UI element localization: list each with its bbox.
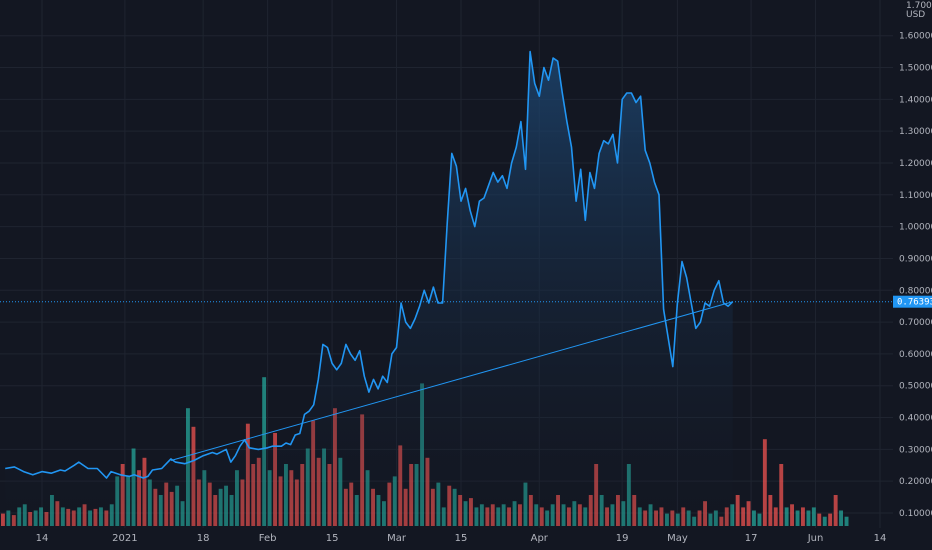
volume-bar (844, 516, 849, 526)
volume-bar (1, 513, 5, 526)
volume-bar (833, 495, 838, 526)
x-tick-label: Feb (259, 533, 277, 544)
volume-bar (773, 507, 778, 526)
x-tick-label: Jun (807, 533, 824, 544)
volume-bar (746, 501, 751, 526)
x-tick-label: 15 (455, 533, 468, 544)
y-tick-label: 0.10000 (899, 509, 932, 519)
trend-line[interactable] (170, 301, 733, 461)
y-tick-label: 1.10000 (899, 191, 932, 201)
x-tick-label: Apr (531, 533, 549, 544)
volume-bar (741, 507, 746, 526)
y-axis-currency-label: USD (906, 10, 925, 20)
x-tick-label: 14 (874, 533, 887, 544)
price-area-fill (5, 51, 733, 528)
x-tick-label: 19 (616, 533, 629, 544)
x-tick-label: Mar (387, 533, 407, 544)
x-tick-label: 15 (326, 533, 339, 544)
x-tick-label: 14 (36, 533, 49, 544)
trend-line-segment[interactable] (170, 301, 733, 461)
x-tick-label: May (667, 533, 688, 544)
x-tick-label: 18 (197, 533, 210, 544)
volume-bar (752, 510, 756, 526)
x-axis[interactable]: 14 2021 18 Feb 15 Mar 15 Apr 19 May 17 Jun 14 (36, 533, 887, 544)
volume-bar (779, 464, 784, 526)
volume-bar (762, 439, 767, 526)
x-tick-label: 17 (745, 533, 758, 544)
volume-bar (757, 513, 762, 526)
volume-bar (806, 510, 811, 526)
volume-bar (768, 495, 773, 526)
volume-bar (817, 513, 822, 526)
volume-bar (735, 495, 740, 526)
current-price-tag-bg (893, 295, 932, 308)
volume-bar (811, 507, 816, 526)
volume-bar (839, 510, 843, 526)
volume-bar (801, 507, 805, 526)
x-tick-label: 2021 (112, 533, 137, 544)
volume-bar (790, 504, 794, 526)
volume-bar (828, 513, 833, 526)
price-area (5, 50, 734, 528)
volume-bar (795, 510, 800, 526)
volume-bar (822, 516, 827, 526)
current-price-tag-label: 0.76393 (897, 298, 932, 308)
price-line[interactable] (5, 50, 734, 479)
volume-bar (784, 507, 789, 526)
current-price-tag: 0.76393 (893, 295, 932, 308)
